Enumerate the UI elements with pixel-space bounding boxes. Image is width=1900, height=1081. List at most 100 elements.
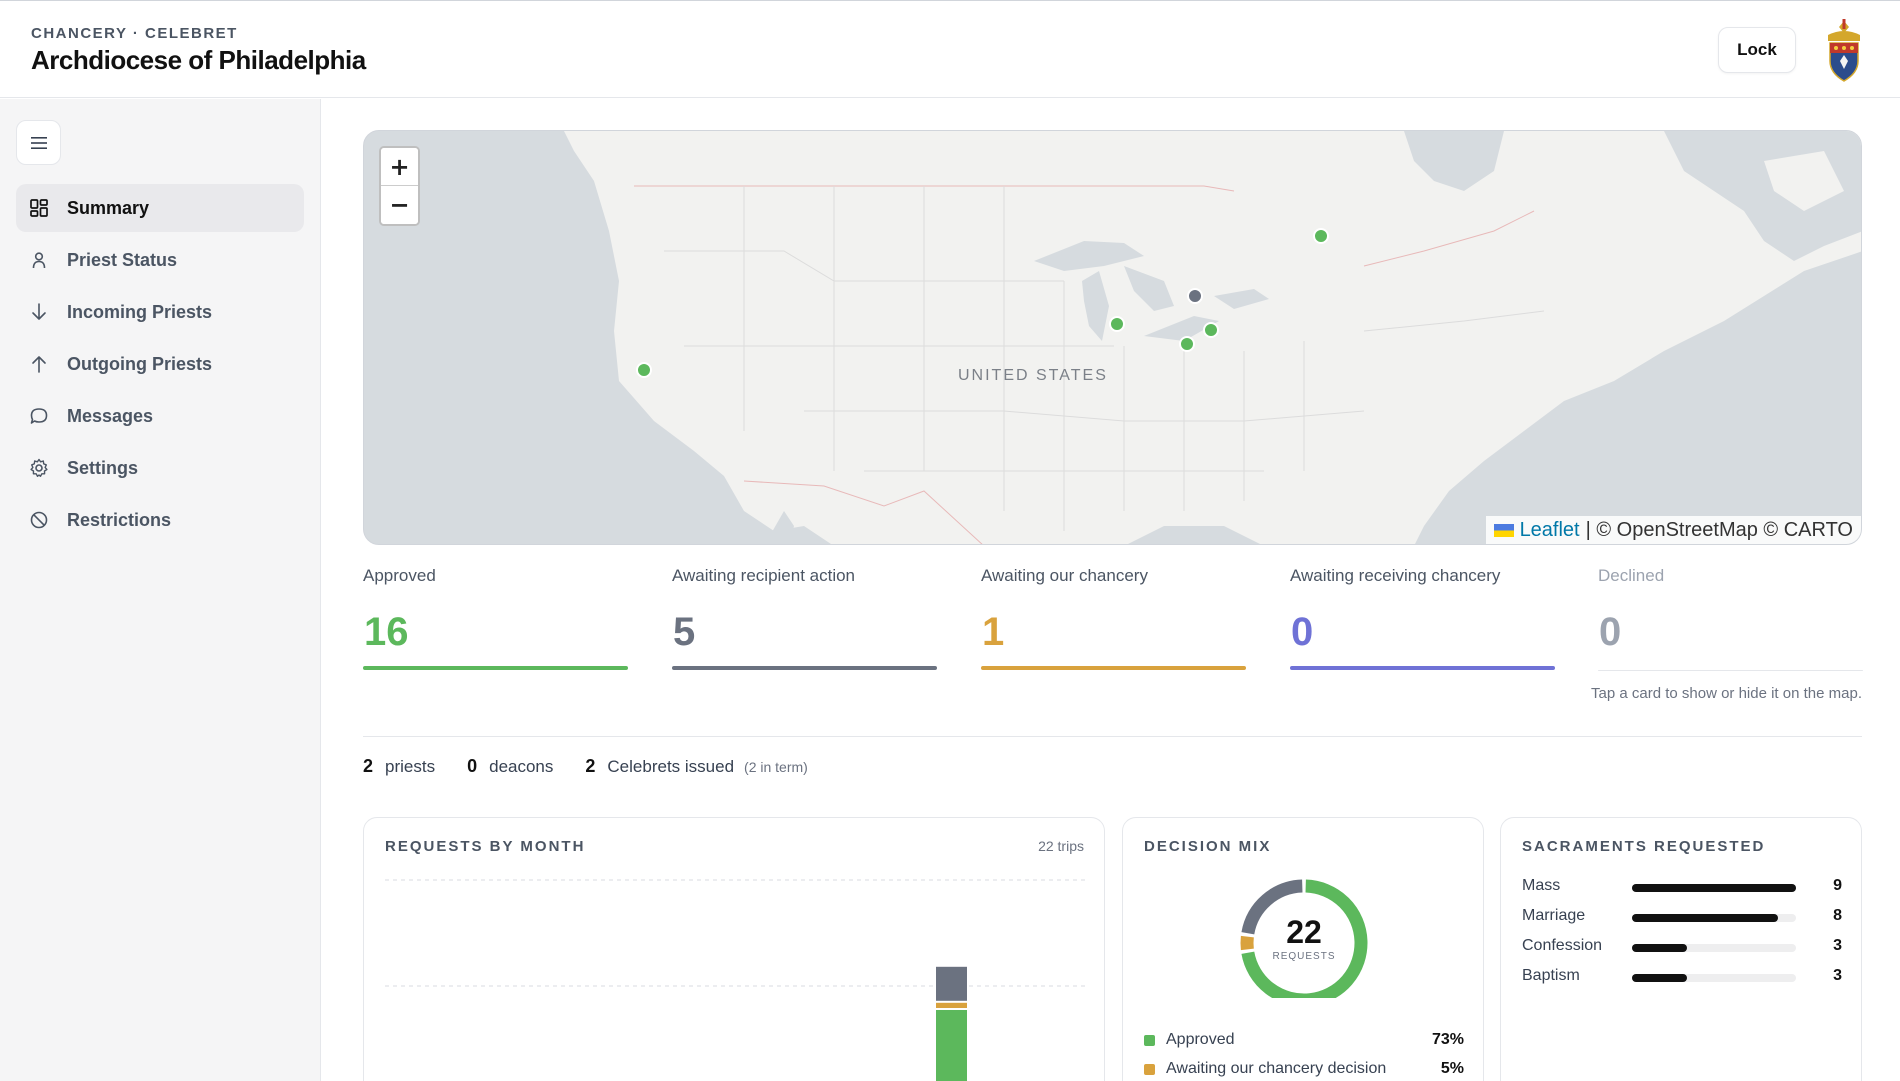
sacrament-label: Confession — [1522, 937, 1603, 954]
requests-by-month-panel: REQUESTS BY MONTH 22 trips — [363, 817, 1105, 1081]
bar-segment-awaiting-our-chancery-decision[interactable] — [936, 1002, 967, 1008]
priests-label: priests — [385, 757, 436, 776]
sacrament-count: 8 — [1833, 907, 1842, 924]
sacrament-bar-track — [1632, 944, 1796, 952]
trips-count: 22 trips — [1038, 838, 1084, 854]
sacrament-label: Mass — [1522, 877, 1561, 894]
map-marker-approved[interactable] — [1203, 322, 1219, 338]
map-marker-approved[interactable] — [1109, 316, 1125, 332]
stat-label: Awaiting receiving chancery — [1290, 566, 1501, 585]
map-marker-pending[interactable] — [1187, 288, 1203, 304]
ukraine-flag-icon — [1493, 523, 1514, 537]
map-zoom-control: + − — [379, 146, 420, 226]
sacrament-bar-fill — [1632, 914, 1778, 922]
sacraments-panel: SACRAMENTS REQUESTED Mass 9 Marriage 8 C… — [1500, 817, 1862, 1081]
lock-button[interactable]: Lock — [1718, 27, 1796, 73]
legend-swatch — [1144, 1064, 1155, 1075]
stat-card-declined[interactable]: Declined 0 — [1598, 566, 1863, 672]
attribution-text: | © OpenStreetMap © CARTO — [1585, 518, 1853, 541]
stat-label: Awaiting our chancery — [981, 566, 1148, 585]
stat-underline — [1598, 670, 1863, 671]
leaflet-link[interactable]: Leaflet — [1519, 518, 1580, 541]
stat-underline — [1290, 666, 1555, 670]
sidebar-item-label: Outgoing Priests — [67, 354, 213, 374]
sacrament-row-baptism: Baptism 3 — [1522, 967, 1842, 989]
app-header: CHANCERY · CELEBRET Archdiocese of Phila… — [0, 0, 1900, 98]
map-marker-approved[interactable] — [1179, 336, 1195, 352]
arrow-up-icon — [32, 356, 46, 373]
sidebar-item-label: Priest Status — [67, 250, 178, 270]
stat-value: 16 — [364, 610, 409, 654]
sidebar-item-label: Incoming Priests — [67, 302, 213, 322]
person-icon — [32, 252, 46, 269]
sidebar-item-incoming-priests[interactable]: Incoming Priests — [16, 288, 304, 336]
stat-label: Approved — [363, 566, 436, 585]
sidebar-item-summary[interactable]: Summary — [16, 184, 304, 232]
legend-row-awaiting-our-chancery: Awaiting our chancery decision 5% — [1144, 1059, 1464, 1081]
stat-value: 0 — [1599, 610, 1622, 654]
divider — [363, 736, 1862, 737]
sacrament-label: Marriage — [1522, 907, 1586, 924]
sidebar-item-messages[interactable]: Messages — [16, 392, 304, 440]
zoom-out-button[interactable]: − — [381, 186, 418, 224]
requests-chart — [385, 879, 1086, 1081]
counts-row: 2 priests 0 deacons 2 Celebrets issued (… — [363, 756, 808, 780]
sacrament-count: 3 — [1833, 937, 1842, 954]
zoom-in-button[interactable]: + — [381, 148, 418, 186]
stat-value: 5 — [673, 610, 696, 654]
map-view[interactable]: + − UNITED STATES Leaflet | © OpenStreet… — [363, 130, 1862, 545]
map-attribution: Leaflet | © OpenStreetMap © CARTO — [1485, 516, 1861, 544]
bar-segment-approved[interactable] — [936, 1010, 967, 1081]
sidebar-item-label: Settings — [67, 458, 139, 478]
arrow-down-icon — [32, 303, 46, 320]
legend-label: Awaiting our chancery decision — [1166, 1060, 1387, 1077]
sidebar: Summary Priest Status Incoming Priests O… — [0, 99, 321, 1081]
stat-label: Declined — [1598, 566, 1665, 585]
no-entry-icon — [30, 511, 48, 529]
stat-card-approved[interactable]: Approved 16 — [363, 566, 628, 672]
gear-icon — [30, 458, 48, 477]
menu-toggle-button[interactable] — [16, 120, 61, 165]
stats-hint: Tap a card to show or hide it on the map… — [1591, 685, 1862, 702]
bar-segment-awaiting-recipient-action[interactable] — [936, 966, 967, 1001]
sidebar-item-settings[interactable]: Settings — [16, 444, 304, 492]
stat-underline — [363, 666, 628, 670]
archdiocese-crest-logo — [1828, 19, 1860, 82]
decision-mix-panel: DECISION MIX 22 REQUESTS Approved 73% Aw… — [1122, 817, 1484, 1081]
sacrament-bar-track — [1632, 884, 1796, 892]
map-marker-approved[interactable] — [1313, 228, 1329, 244]
legend-percent: 5% — [1440, 1060, 1464, 1077]
stat-card-awaiting-recipient[interactable]: Awaiting recipient action 5 — [672, 566, 937, 672]
deacons-count: 0 — [467, 756, 478, 776]
panel-title: REQUESTS BY MONTH — [385, 838, 586, 855]
sacrament-bar-track — [1632, 914, 1796, 922]
map-marker-approved[interactable] — [636, 362, 652, 378]
sacrament-row-marriage: Marriage 8 — [1522, 907, 1842, 929]
sacrament-count: 9 — [1833, 877, 1842, 894]
panel-title: SACRAMENTS REQUESTED — [1522, 838, 1766, 855]
stat-label: Awaiting recipient action — [672, 566, 856, 585]
stat-value: 1 — [982, 610, 1005, 654]
stat-card-awaiting-receiving[interactable]: Awaiting receiving chancery 0 — [1290, 566, 1555, 672]
sidebar-item-restrictions[interactable]: Restrictions — [16, 496, 304, 544]
sacrament-row-confession: Confession 3 — [1522, 937, 1842, 959]
chat-bubble-icon — [30, 408, 48, 424]
map-country-label: UNITED STATES — [958, 367, 1108, 384]
deacons-label: deacons — [489, 757, 554, 776]
sidebar-item-label: Restrictions — [67, 510, 172, 530]
sacrament-bar-track — [1632, 974, 1796, 982]
sidebar-item-priest-status[interactable]: Priest Status — [16, 236, 304, 284]
hamburger-icon — [30, 136, 47, 149]
sidebar-item-outgoing-priests[interactable]: Outgoing Priests — [16, 340, 304, 388]
donut-total: 22 — [1286, 914, 1322, 950]
donut-slice-2[interactable] — [1241, 879, 1303, 935]
stat-underline — [981, 666, 1246, 670]
panel-title: DECISION MIX — [1144, 838, 1272, 855]
legend-label: Approved — [1166, 1031, 1235, 1048]
donut-slice-0[interactable] — [1241, 879, 1368, 998]
page-title: Archdiocese of Philadelphia — [31, 45, 366, 75]
legend-swatch — [1144, 1035, 1155, 1046]
sacrament-label: Baptism — [1522, 967, 1580, 984]
stat-card-awaiting-our-chancery[interactable]: Awaiting our chancery 1 — [981, 566, 1246, 672]
sacrament-bar-fill — [1632, 974, 1687, 982]
